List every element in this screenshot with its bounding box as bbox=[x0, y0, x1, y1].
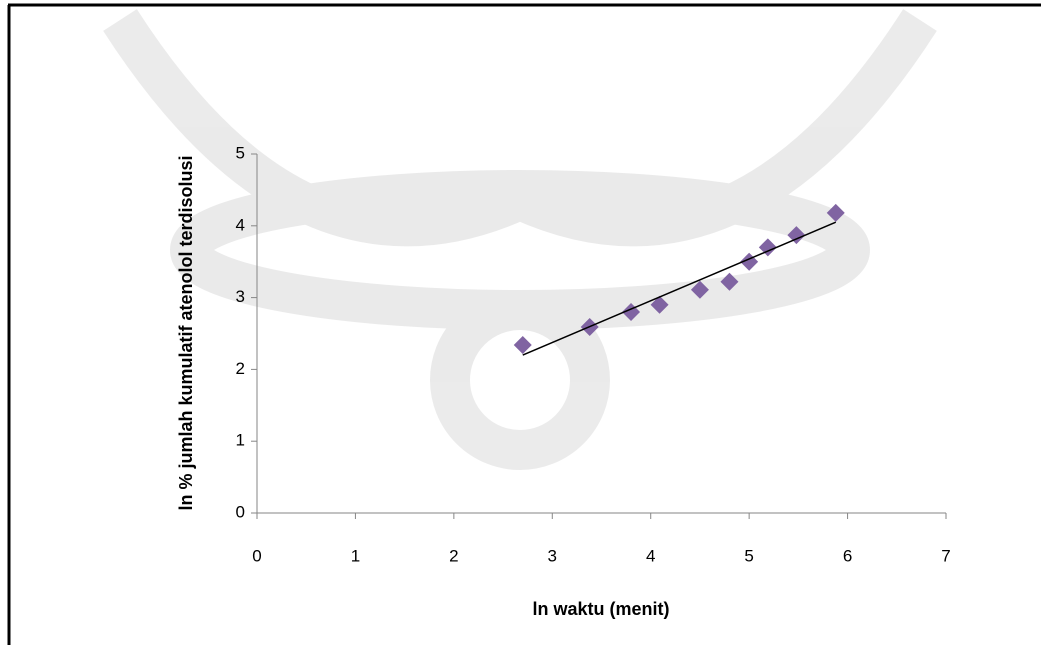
x-tick-label: 3 bbox=[548, 546, 557, 565]
x-axis-title: ln waktu (menit) bbox=[532, 599, 669, 619]
x-tick-label: 0 bbox=[252, 546, 261, 565]
watermark-shape bbox=[450, 310, 590, 450]
y-tick-label: 0 bbox=[236, 502, 245, 521]
y-axis-title: ln % jumlah kumulatif atenolol terdisolu… bbox=[176, 155, 196, 510]
y-tick-label: 3 bbox=[236, 287, 245, 306]
point bbox=[514, 336, 532, 354]
page: {"chart_data": {"type": "scatter", "x_la… bbox=[0, 0, 1041, 645]
y-tick-label: 5 bbox=[236, 143, 245, 162]
x-tick-label: 2 bbox=[449, 546, 458, 565]
y-tick-label: 1 bbox=[236, 431, 245, 450]
y-tick-label: 2 bbox=[236, 359, 245, 378]
x-tick-label: 4 bbox=[646, 546, 655, 565]
x-tick-label: 5 bbox=[744, 546, 753, 565]
x-tick-label: 7 bbox=[941, 546, 950, 565]
y-tick-label: 4 bbox=[236, 215, 245, 234]
x-tick-label: 6 bbox=[843, 546, 852, 565]
x-tick-label: 1 bbox=[351, 546, 360, 565]
chart: ln waktu (menit) ln % jumlah kumulatif a… bbox=[0, 0, 1041, 645]
